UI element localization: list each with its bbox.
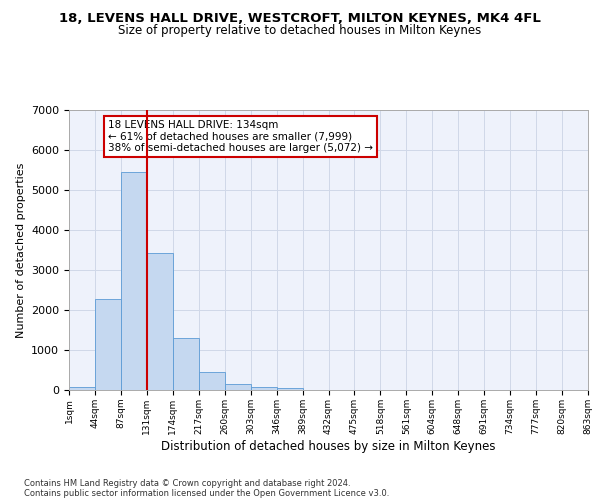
Bar [147, 253, 173, 390]
X-axis label: Distribution of detached houses by size in Milton Keynes: Distribution of detached houses by size … [161, 440, 496, 452]
Text: Contains HM Land Registry data © Crown copyright and database right 2024.: Contains HM Land Registry data © Crown c… [24, 478, 350, 488]
Bar [225, 384, 251, 390]
Bar [251, 387, 277, 390]
Text: Contains public sector information licensed under the Open Government Licence v3: Contains public sector information licen… [24, 488, 389, 498]
Bar [69, 387, 95, 390]
Text: 18 LEVENS HALL DRIVE: 134sqm
← 61% of detached houses are smaller (7,999)
38% of: 18 LEVENS HALL DRIVE: 134sqm ← 61% of de… [108, 120, 373, 153]
Bar [121, 172, 147, 390]
Bar [173, 338, 199, 390]
Bar [277, 388, 302, 390]
Bar [95, 299, 121, 390]
Y-axis label: Number of detached properties: Number of detached properties [16, 162, 26, 338]
Text: 18, LEVENS HALL DRIVE, WESTCROFT, MILTON KEYNES, MK4 4FL: 18, LEVENS HALL DRIVE, WESTCROFT, MILTON… [59, 12, 541, 26]
Text: Size of property relative to detached houses in Milton Keynes: Size of property relative to detached ho… [118, 24, 482, 37]
Bar [199, 372, 224, 390]
